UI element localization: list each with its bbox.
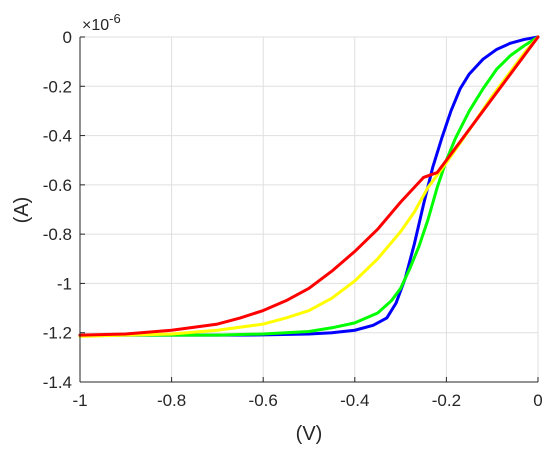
y-tick-label: -0.2 [43, 77, 72, 96]
series-line-2 [78, 35, 540, 337]
y-tick-label: -1.2 [43, 324, 72, 343]
series-line-4 [78, 35, 540, 337]
y-tick-label: -1 [57, 274, 72, 293]
y-tick-label: -0.6 [43, 176, 72, 195]
y-tick-label: -0.4 [43, 127, 72, 146]
x-tick-label: -0.6 [249, 391, 278, 410]
y-tick-label: 0 [63, 28, 72, 47]
y-axis-label: (A) [11, 197, 33, 224]
y-tick-label: -1.4 [43, 373, 72, 392]
x-tick-label: -0.8 [157, 391, 186, 410]
x-tick-label: -0.4 [340, 391, 369, 410]
x-tick-labels: -1 -0.8 -0.6 -0.4 -0.2 0 [72, 391, 542, 410]
y-exponent-base: ×10 [82, 17, 109, 34]
axes [79, 36, 539, 383]
y-exponent-label: ×10-6 [82, 11, 121, 34]
y-exponent-power: -6 [109, 11, 121, 26]
x-tick-label: -1 [72, 391, 87, 410]
x-tick-label: 0 [533, 391, 542, 410]
plot-background [80, 37, 538, 382]
y-tick-label: -0.8 [43, 225, 72, 244]
y-tick-labels: 0 -0.2 -0.4 -0.6 -0.8 -1 -1.2 -1.4 [43, 28, 72, 392]
x-tick-label: -0.2 [432, 391, 461, 410]
series-group [78, 35, 540, 338]
x-axis-label: (V) [296, 423, 323, 445]
